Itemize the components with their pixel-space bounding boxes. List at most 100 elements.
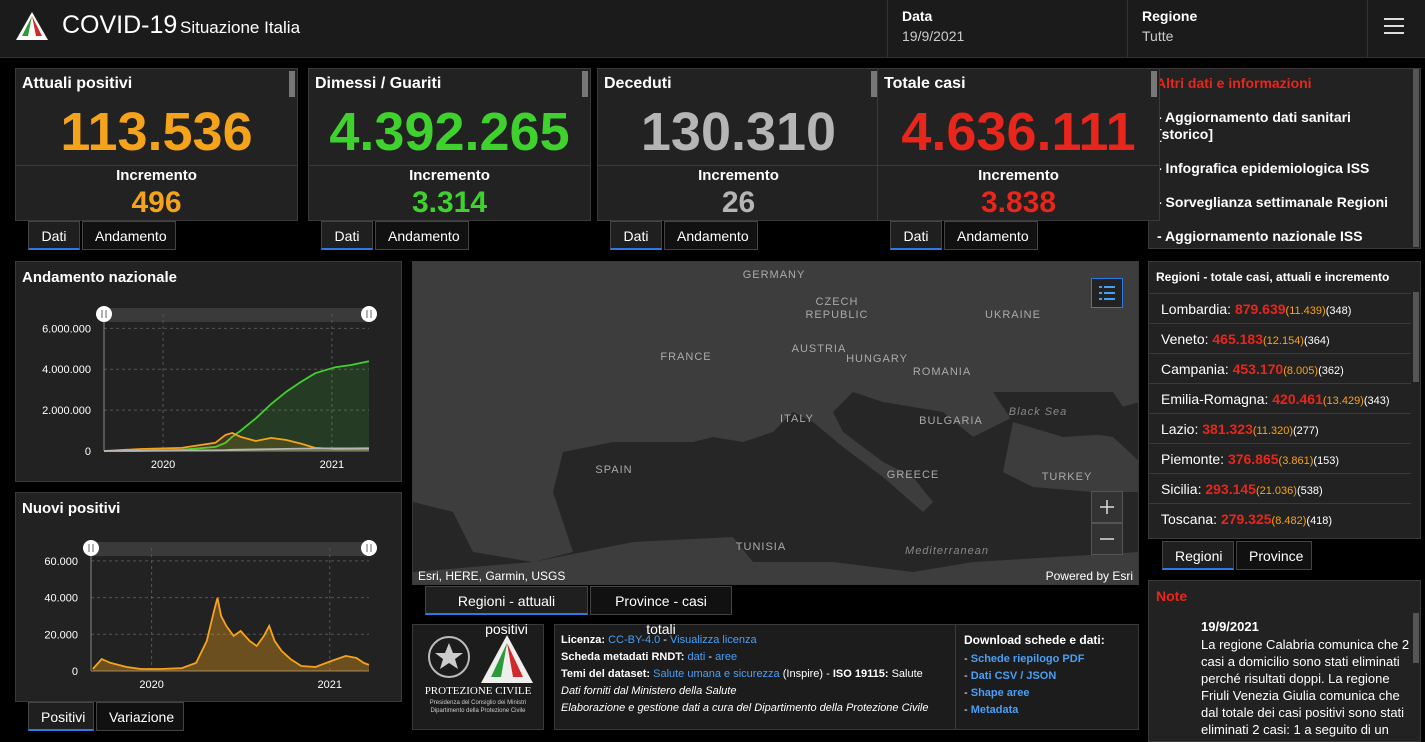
- region-row[interactable]: Emilia-Romagna: 420.461(13.429)(343): [1149, 383, 1411, 413]
- x-tick-label: 2020: [139, 679, 163, 691]
- scrollbar[interactable]: [1413, 613, 1419, 663]
- handle-grip: [366, 544, 372, 552]
- region-row[interactable]: Lombardia: 879.639(11.439)(348): [1149, 293, 1411, 323]
- tab[interactable]: Regioni: [1162, 541, 1234, 570]
- region-total: 453.170: [1232, 361, 1284, 377]
- map-basemap: [413, 262, 1138, 584]
- slider-handle[interactable]: [83, 540, 99, 556]
- link[interactable]: Shape aree: [970, 687, 1030, 699]
- bullet: -: [964, 670, 968, 682]
- region-row[interactable]: Piemonte: 376.865(3.861)(153): [1149, 443, 1411, 473]
- region-row[interactable]: Veneto: 465.183(12.154)(364): [1149, 323, 1411, 353]
- link[interactable]: CC-BY-4.0: [608, 634, 661, 646]
- logo-name: PROTEZIONE CIVILE: [424, 685, 532, 697]
- increment-label: Incremento: [698, 167, 779, 184]
- scrollbar[interactable]: [289, 71, 295, 97]
- sea-label: Black Sea: [1008, 406, 1068, 418]
- country-label: UKRAINE: [985, 309, 1041, 321]
- link[interactable]: dati: [687, 651, 706, 663]
- date-value[interactable]: 19/9/2021: [902, 28, 965, 44]
- license-line: Temi del dataset: Salute umana e sicurez…: [561, 666, 929, 683]
- download-item: - Shape aree: [964, 685, 1084, 702]
- link[interactable]: Schede riepilogo PDF: [970, 653, 1085, 665]
- region-row[interactable]: Sicilia: 293.145(21.036)(538): [1149, 473, 1411, 503]
- download-title: Download schede e dati:: [964, 633, 1105, 647]
- region-increment: (364): [1303, 335, 1330, 347]
- tab[interactable]: Province - casi totali: [590, 586, 732, 637]
- tab[interactable]: Regioni - attuali positivi: [425, 586, 588, 637]
- region-row[interactable]: Campania: 453.170(8.005)(362): [1149, 353, 1411, 383]
- slider-handle[interactable]: [361, 306, 377, 322]
- region-name: Sicilia:: [1161, 481, 1202, 497]
- scrollbar[interactable]: [1413, 292, 1419, 382]
- link[interactable]: Dati CSV / JSON: [970, 670, 1057, 682]
- scrollbar[interactable]: [1151, 71, 1157, 97]
- license-text: ISO 19115:: [832, 668, 892, 680]
- card-title: Attuali positivi: [22, 75, 133, 92]
- country-label: FRANCE: [660, 351, 712, 363]
- link[interactable]: Salute umana e sicurezza: [653, 668, 780, 680]
- menu-button[interactable]: [1384, 17, 1404, 35]
- increment-value: 3.314: [411, 186, 488, 219]
- date-label: Data: [902, 8, 933, 24]
- y-tick-label: 40.000: [44, 593, 78, 605]
- license-text: Dati forniti dal Ministero della Salute: [561, 685, 737, 697]
- region-total: 420.461: [1272, 391, 1323, 407]
- map[interactable]: Esri, HERE, Garmin, USGS Powered by Esri…: [412, 261, 1139, 585]
- x-tick-label: 2021: [318, 679, 342, 691]
- legend-button[interactable]: [1091, 278, 1123, 308]
- country-label: ROMANIA: [912, 366, 972, 378]
- slider-handle[interactable]: [361, 540, 377, 556]
- tab[interactable]: Andamento: [82, 221, 176, 250]
- y-tick-label: 0: [85, 446, 91, 458]
- region-name: Lazio:: [1161, 421, 1199, 437]
- y-tick-label: 2.000.000: [42, 405, 91, 417]
- region-total: 879.639: [1234, 301, 1286, 317]
- tab[interactable]: Dati: [890, 221, 942, 250]
- increment-value: 496: [131, 186, 182, 219]
- license-text: Elaborazione e gestione dati a cura del …: [561, 702, 929, 714]
- scrollbar[interactable]: [871, 71, 877, 97]
- tab[interactable]: Andamento: [664, 221, 758, 250]
- separator: [309, 165, 590, 166]
- link[interactable]: Visualizza licenza: [670, 634, 757, 646]
- tab[interactable]: Dati: [610, 221, 662, 250]
- region-name: Toscana:: [1161, 511, 1218, 527]
- separator: [598, 165, 879, 166]
- card-value: 113.536: [60, 102, 253, 162]
- download-list: - Schede riepilogo PDF - Dati CSV / JSON -…: [964, 651, 1084, 719]
- region-current: (8.005): [1283, 365, 1319, 377]
- license-text: Scheda metadati RNDT:: [561, 651, 688, 663]
- region-current: (11.320): [1252, 425, 1294, 437]
- region-increment: (348): [1325, 305, 1352, 317]
- tab[interactable]: Positivi: [28, 702, 94, 731]
- region-total: 465.183: [1212, 331, 1263, 347]
- link[interactable]: Metadata: [970, 704, 1019, 716]
- region-row[interactable]: Lazio: 381.323(11.320)(277): [1149, 413, 1411, 443]
- info-link[interactable]: - Aggiornamento nazionale ISS: [1157, 228, 1363, 244]
- tab[interactable]: Province: [1236, 541, 1312, 570]
- info-link[interactable]: - Aggiornamento dati sanitari [storico]: [1157, 109, 1351, 142]
- x-tick-label: 2021: [320, 459, 344, 471]
- link[interactable]: aree: [715, 651, 738, 663]
- info-link[interactable]: - Infografica epidemiologica ISS: [1157, 160, 1370, 176]
- zoom-controls[interactable]: [1091, 491, 1123, 555]
- bullet: -: [964, 687, 968, 699]
- region-name: Lombardia:: [1161, 301, 1232, 317]
- tab[interactable]: Dati: [321, 221, 373, 250]
- info-link[interactable]: - Sorveglianza settimanale Regioni: [1157, 194, 1389, 210]
- handle-grip: [366, 310, 372, 318]
- map-powered[interactable]: Powered by Esri: [1045, 569, 1133, 583]
- slider-handle[interactable]: [96, 306, 112, 322]
- scrollbar[interactable]: [582, 71, 588, 97]
- tab[interactable]: Dati: [28, 221, 80, 250]
- scrollbar[interactable]: [1413, 69, 1419, 247]
- regions-panel: Regioni - totale casi, attuali e increme…: [1148, 261, 1421, 539]
- tab[interactable]: Variazione: [96, 702, 184, 731]
- region-value[interactable]: Tutte: [1142, 28, 1174, 44]
- tab[interactable]: Andamento: [375, 221, 469, 250]
- region-row[interactable]: Toscana: 279.325(8.482)(418): [1149, 503, 1411, 533]
- tab[interactable]: Andamento: [944, 221, 1038, 250]
- country-label: BULGARIA: [919, 415, 983, 427]
